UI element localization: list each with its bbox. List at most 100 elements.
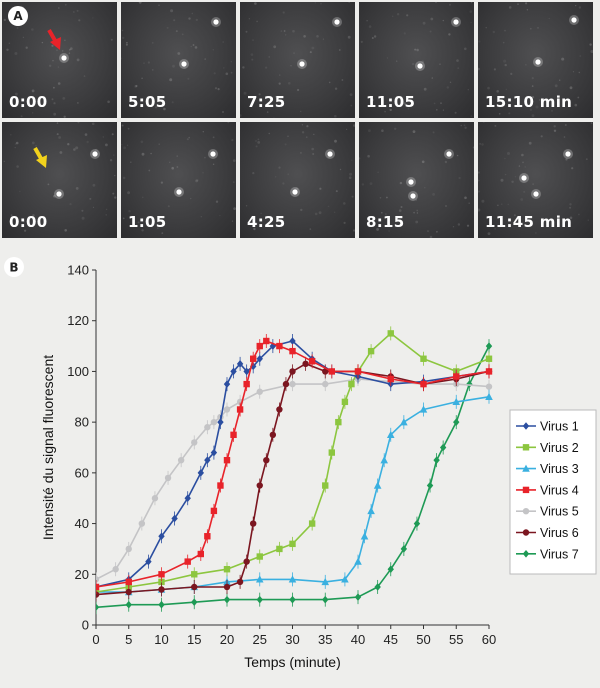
data-point	[250, 520, 257, 527]
data-point	[367, 506, 375, 515]
data-point	[177, 456, 185, 464]
frame-time-label: 8:15	[366, 213, 405, 231]
y-tick-label: 120	[67, 313, 89, 328]
data-point	[522, 508, 530, 515]
data-point	[158, 571, 165, 578]
data-point	[112, 566, 119, 573]
data-point	[145, 557, 152, 566]
data-point	[433, 456, 440, 464]
microscopy-frame: 4:25	[240, 122, 355, 238]
frame-time-label: 11:45 min	[485, 213, 573, 231]
data-point	[96, 576, 100, 583]
data-point	[485, 368, 493, 375]
data-point	[223, 456, 231, 464]
x-tick-label: 40	[351, 632, 365, 647]
data-point	[308, 358, 316, 365]
data-point	[255, 575, 264, 583]
fluorescent-spot	[92, 151, 98, 157]
data-point	[158, 532, 165, 541]
fluorescent-spot	[181, 61, 187, 67]
data-point	[522, 422, 530, 430]
data-point	[335, 418, 342, 426]
data-point	[210, 507, 218, 515]
microscopy-frame: 8:15	[359, 122, 474, 238]
microscopy-frame: 5:05	[121, 2, 236, 118]
data-point	[522, 444, 530, 451]
series-line	[96, 332, 490, 593]
y-tick-label: 80	[75, 415, 89, 430]
data-point	[439, 443, 447, 452]
data-point	[158, 578, 165, 586]
data-point	[236, 406, 244, 413]
legend-label: Virus 7	[540, 547, 579, 561]
data-point	[158, 600, 165, 609]
data-point	[223, 583, 231, 591]
data-point	[288, 575, 297, 583]
data-point	[243, 558, 250, 565]
fluorescent-spot	[453, 19, 459, 25]
y-tick-label: 100	[67, 364, 89, 379]
data-point	[322, 482, 329, 489]
y-tick-label: 0	[82, 618, 89, 633]
data-point	[387, 565, 394, 574]
data-point	[158, 586, 165, 593]
data-point	[328, 449, 335, 456]
data-point	[263, 456, 270, 464]
data-point	[125, 578, 132, 586]
data-point	[522, 529, 530, 536]
data-point	[453, 418, 460, 426]
data-point	[191, 439, 198, 446]
series-virus-3	[96, 389, 493, 600]
data-point	[125, 545, 132, 553]
data-point	[453, 373, 460, 380]
microscopy-frame: 11:45 min	[478, 122, 593, 238]
data-point	[250, 362, 257, 371]
fluorescent-spot	[61, 55, 67, 61]
legend-label: Virus 1	[540, 420, 579, 434]
frame-time-label: 0:00	[9, 93, 48, 111]
data-point	[151, 495, 159, 502]
fluorescent-spot	[213, 19, 219, 25]
data-point	[386, 430, 395, 439]
x-tick-label: 0	[92, 632, 99, 647]
legend: Virus 1 Virus 2 Virus 3 Virus 4 Virus 5 Virus…	[509, 409, 597, 575]
frame-time-label: 11:05	[366, 93, 416, 111]
data-point	[197, 469, 204, 477]
frame-time-label: 0:00	[9, 213, 48, 231]
data-point	[380, 456, 388, 464]
fluorescent-spot	[408, 179, 414, 185]
x-tick-label: 30	[285, 632, 299, 647]
data-point	[256, 388, 263, 395]
legend-item: Virus 1	[516, 420, 579, 434]
data-point	[243, 380, 250, 388]
data-point	[354, 593, 362, 601]
data-point	[321, 577, 330, 586]
data-point	[164, 474, 172, 482]
legend-item: Virus 7	[516, 547, 579, 561]
data-point	[210, 448, 218, 457]
x-tick-label: 25	[253, 632, 267, 647]
data-point	[341, 575, 349, 583]
data-point	[466, 380, 473, 388]
data-point	[282, 380, 290, 388]
data-point	[125, 588, 132, 596]
data-point	[263, 337, 270, 345]
data-point	[360, 532, 369, 540]
data-point	[223, 595, 231, 604]
data-point	[204, 424, 211, 431]
fluorescent-spot	[410, 193, 416, 199]
fluorescent-spot	[571, 17, 577, 23]
data-point	[420, 355, 427, 362]
data-point	[485, 355, 493, 362]
y-tick-label: 40	[75, 516, 89, 531]
data-point	[413, 519, 421, 528]
legend-item: Virus 6	[516, 526, 579, 540]
data-point	[276, 406, 283, 413]
x-tick-label: 5	[125, 632, 132, 647]
y-tick-label: 140	[67, 263, 89, 278]
data-point	[289, 368, 296, 375]
data-point	[354, 557, 362, 565]
data-point	[230, 431, 237, 439]
microscopy-frame: 0:00	[2, 122, 117, 238]
data-point	[96, 591, 100, 598]
